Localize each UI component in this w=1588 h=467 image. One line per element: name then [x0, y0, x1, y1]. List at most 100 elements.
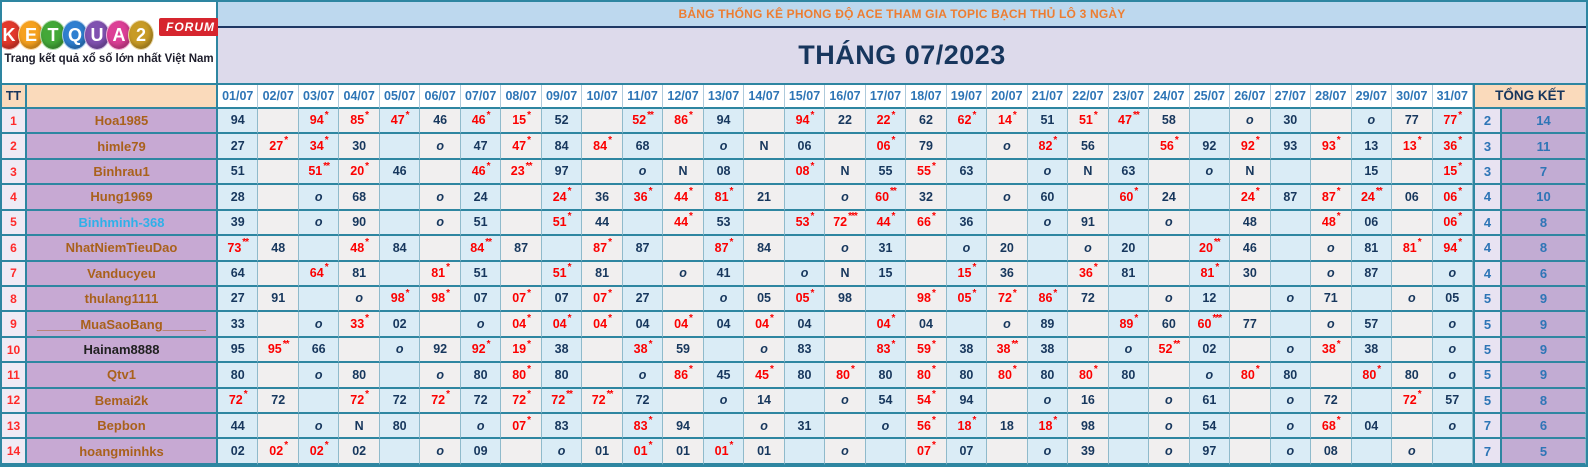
date-column-header: 11/07 — [622, 85, 664, 109]
value-cell: 80 — [865, 363, 907, 389]
value-cell: o — [987, 185, 1028, 211]
value-cell: o — [1149, 286, 1190, 313]
value-cell: 72 * — [1392, 388, 1433, 415]
value-cell: 04 — [906, 312, 947, 338]
value-cell: 54 — [865, 388, 907, 415]
value-cell — [379, 134, 421, 160]
value-cell: 73 ** — [218, 236, 259, 262]
value-cell: 77 — [1230, 312, 1271, 338]
value-cell — [784, 388, 826, 415]
value-cell — [1230, 388, 1271, 415]
value-cell: 08 — [703, 159, 745, 186]
value-cell: 84 * — [582, 134, 623, 160]
value-cell — [744, 261, 785, 287]
date-column-header: 10/07 — [582, 85, 623, 109]
value-cell — [825, 312, 866, 338]
value-cell: 06 — [1392, 185, 1433, 211]
value-cell — [1392, 159, 1433, 186]
value-cell — [420, 312, 461, 338]
date-column-header: 26/07 — [1230, 85, 1271, 109]
value-cell: o — [1432, 363, 1473, 389]
value-cell: 38 — [1351, 337, 1393, 364]
value-cell — [1270, 261, 1312, 287]
value-cell: o — [703, 286, 745, 313]
value-cell: o — [1392, 286, 1433, 313]
value-cell: 24 — [1149, 185, 1190, 211]
value-cell — [946, 312, 988, 338]
value-cell: 04 — [1351, 414, 1393, 440]
value-cell: o — [1351, 109, 1393, 135]
value-cell: 81 — [1108, 261, 1150, 287]
value-cell — [1392, 261, 1433, 287]
value-cell: 83 * — [622, 414, 664, 440]
value-cell: o — [1108, 337, 1150, 364]
value-cell: 18 * — [1027, 414, 1069, 440]
value-cell: 56 * — [906, 414, 947, 440]
value-cell: o — [541, 439, 583, 465]
value-cell: o — [703, 134, 745, 160]
value-cell: o — [1432, 414, 1473, 440]
value-cell — [825, 134, 866, 160]
summary-total-cell: 14 — [1502, 109, 1586, 135]
value-cell — [1230, 337, 1271, 364]
player-row-number: 4 — [2, 185, 27, 211]
value-cell: o — [1270, 337, 1312, 364]
value-cell: o — [1189, 363, 1231, 389]
value-cell: 94 * — [784, 109, 826, 135]
value-cell: 08 * — [784, 159, 826, 186]
value-cell — [298, 286, 340, 313]
value-cell: 80 — [1392, 363, 1433, 389]
value-cell: o — [987, 134, 1028, 160]
value-cell: o — [1230, 109, 1271, 135]
value-cell — [379, 261, 421, 287]
value-cell: 81 * — [1392, 236, 1433, 262]
value-cell — [1311, 363, 1352, 389]
value-cell: 15 * — [1432, 159, 1473, 186]
value-cell: 89 * — [1108, 312, 1150, 338]
value-cell — [1351, 439, 1393, 465]
player-row-number: 13 — [2, 414, 27, 440]
value-cell: 19 * — [501, 337, 542, 364]
value-cell: 98 * — [420, 286, 461, 313]
value-cell: o — [1027, 439, 1069, 465]
value-cell: o — [1311, 236, 1352, 262]
value-cell — [906, 261, 947, 287]
value-cell: 47 ** — [1108, 109, 1150, 135]
summary-total-cell: 9 — [1502, 312, 1586, 338]
value-cell: 51 — [460, 210, 502, 237]
value-cell: 60 *** — [1189, 312, 1231, 338]
value-cell: 79 — [906, 134, 947, 160]
value-cell: 80 — [784, 363, 826, 389]
value-cell — [1351, 388, 1393, 415]
date-column-header: 15/07 — [784, 85, 826, 109]
summary-hits-cell: 5 — [1473, 286, 1502, 313]
value-cell: 98 * — [906, 286, 947, 313]
value-cell: 51 — [460, 261, 502, 287]
date-column-header: 05/07 — [379, 85, 421, 109]
player-column-header — [27, 85, 218, 109]
value-cell: 46 — [420, 109, 461, 135]
value-cell — [420, 414, 461, 440]
value-cell — [298, 388, 340, 415]
value-cell: 02 * — [298, 439, 340, 465]
player-row-number: 12 — [2, 388, 27, 415]
value-cell: 53 — [703, 210, 745, 237]
value-cell — [744, 210, 785, 237]
value-cell: o — [1027, 388, 1069, 415]
value-cell: 24 * — [541, 185, 583, 211]
value-cell: 15 * — [946, 261, 988, 287]
value-cell: 81 — [1351, 236, 1393, 262]
value-cell: N — [663, 159, 704, 186]
value-cell: 80 * — [906, 363, 947, 389]
value-cell: o — [1027, 210, 1069, 237]
value-cell: 20 * — [339, 159, 380, 186]
player-name: Qtv1 — [27, 363, 218, 389]
value-cell — [298, 236, 340, 262]
value-cell: 33 — [218, 312, 259, 338]
value-cell — [1108, 388, 1150, 415]
value-cell: 59 — [663, 337, 704, 364]
value-cell: o — [1270, 414, 1312, 440]
value-cell: 01 — [663, 439, 704, 465]
